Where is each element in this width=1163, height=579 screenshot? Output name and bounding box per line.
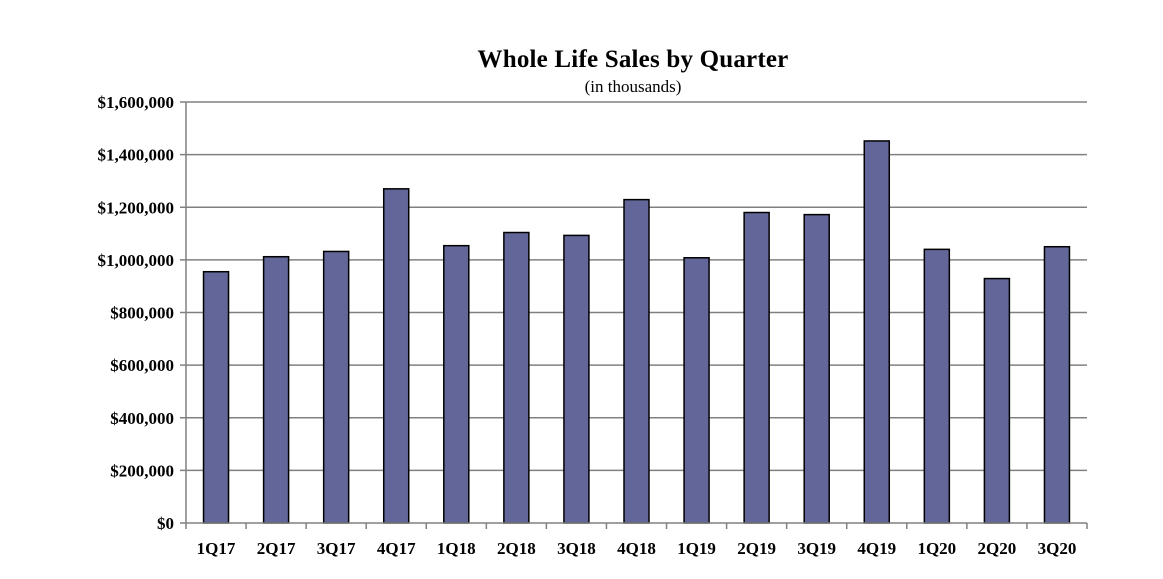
x-tick-label: 1Q17 (197, 539, 236, 558)
x-tick-label: 2Q19 (737, 539, 776, 558)
bars (202, 140, 1071, 524)
x-tick-label: 4Q18 (617, 539, 656, 558)
bar (743, 211, 770, 524)
bar (563, 234, 590, 524)
bar (322, 250, 350, 524)
bar (803, 213, 830, 524)
bar (382, 188, 410, 524)
x-tick-label: 4Q17 (377, 539, 416, 558)
x-tick-label: 2Q17 (257, 539, 296, 558)
x-tick-label: 3Q17 (317, 539, 356, 558)
x-tick-label: 1Q20 (917, 539, 956, 558)
bar (202, 270, 230, 524)
y-tick-label: $1,200,000 (98, 198, 175, 217)
chart-title: Whole Life Sales by Quarter (477, 46, 789, 73)
y-tick-label: $200,000 (110, 461, 174, 480)
y-tick-label: $0 (157, 514, 174, 533)
x-tick-label: 4Q19 (857, 539, 896, 558)
x-tick-label: 3Q20 (1038, 539, 1077, 558)
bar (683, 257, 710, 524)
x-tick-label: 3Q19 (797, 539, 836, 558)
x-tick-label: 3Q18 (557, 539, 596, 558)
bar (443, 244, 470, 524)
y-tick-label: $1,400,000 (98, 146, 175, 165)
y-tick-label: $400,000 (110, 409, 174, 428)
bar (503, 231, 530, 524)
y-tick-label: $800,000 (110, 304, 174, 323)
bar (1043, 245, 1071, 524)
axes (180, 101, 1088, 529)
bar (623, 198, 650, 524)
x-tick-label: 2Q18 (497, 539, 536, 558)
bar (983, 277, 1011, 524)
y-tick-label: $1,000,000 (98, 251, 175, 270)
bar (863, 140, 891, 524)
tick-labels: $0 $200,000 $400,000 $600,000 $800,000 $1,000… (98, 93, 1077, 558)
y-tick-label: $600,000 (110, 356, 174, 375)
chart-subtitle: (in thousands) (584, 77, 682, 96)
x-tick-label: 1Q19 (677, 539, 716, 558)
y-tick-label: $1,600,000 (98, 93, 175, 112)
x-tick-label: 1Q18 (437, 539, 476, 558)
bar (262, 255, 290, 524)
bar (923, 248, 951, 524)
x-tick-label: 2Q20 (978, 539, 1017, 558)
